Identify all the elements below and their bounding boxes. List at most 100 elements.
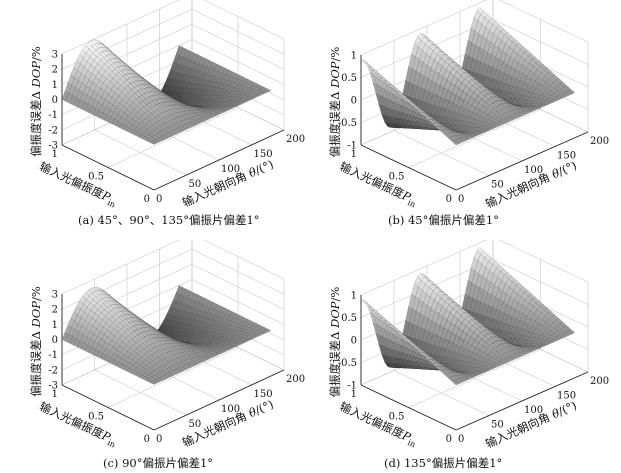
theta-axis-unit: /(°) <box>556 398 579 418</box>
p-axis-sub: in <box>106 198 117 209</box>
z-tick-label: 3 <box>52 50 58 61</box>
surface-cell <box>476 7 485 15</box>
surface-cell <box>531 296 540 304</box>
p-axis-line <box>61 144 155 191</box>
surface-cell <box>547 311 556 317</box>
z-tick-label: 0.5 <box>341 313 357 324</box>
axis-box-d <box>360 295 589 431</box>
surface-cell <box>225 69 233 77</box>
theta-tick-label: 50 <box>189 419 202 430</box>
z-tick-label: 1 <box>351 51 357 62</box>
surface-cell <box>252 322 260 328</box>
surface-cell <box>484 254 492 262</box>
z-axis-title: 偏振度误差Δ DOP/% <box>29 286 43 397</box>
theta-tick-label: 150 <box>254 149 273 160</box>
theta-tick-label: 150 <box>557 151 576 162</box>
surface-cell <box>263 88 272 93</box>
p-tick-label: 0.5 <box>389 172 405 183</box>
surface-cell <box>512 39 520 46</box>
surface-cell <box>496 264 504 272</box>
z-tick-label: -1 <box>48 110 58 121</box>
theta-tick-label: 0 <box>458 194 464 205</box>
caption-a: (a) 45°、90°、135°偏振片偏差1° <box>78 213 260 227</box>
surface-cell <box>512 279 520 286</box>
theta-axis-line <box>153 129 285 191</box>
grid-z-line <box>360 240 589 296</box>
z-tick-label: 2 <box>52 65 58 76</box>
surface-cell <box>256 84 264 89</box>
theta-tick-label: 150 <box>557 391 576 402</box>
surface-cell <box>535 60 544 67</box>
surface-cell <box>240 317 249 323</box>
surface-cell <box>543 67 552 74</box>
surface-cell <box>191 292 199 302</box>
surface-cell <box>547 71 556 77</box>
surface-mesh-b <box>360 7 576 146</box>
surface-cell <box>260 326 268 331</box>
surface-cell <box>508 35 516 43</box>
z-tick-label: 2 <box>52 305 58 316</box>
surface-cell <box>206 60 214 69</box>
z-tick-label: -1 <box>48 350 58 361</box>
surface-cell <box>248 320 256 326</box>
surface-cell <box>202 58 210 67</box>
surface-cell <box>191 52 199 63</box>
p-axis-line <box>360 144 457 191</box>
p-tick-label: 1 <box>52 149 58 160</box>
z-tick-label: 1 <box>351 291 357 302</box>
theta-axis-line <box>455 131 589 191</box>
surface-cell <box>240 77 249 83</box>
theta-tick-label: 100 <box>524 405 543 416</box>
z-axis-var: DOP <box>328 61 342 89</box>
grid-p-line <box>107 256 239 408</box>
caption-d: (d) 135°偏振片偏差1° <box>384 456 503 470</box>
surface-cell <box>183 49 191 59</box>
surface-cell <box>214 304 222 311</box>
surface-cell <box>202 298 210 307</box>
grid-p-line <box>408 259 541 408</box>
surface-cell <box>531 56 540 64</box>
surface-cell <box>567 329 576 335</box>
surface-cell <box>500 28 508 36</box>
theta-axis-unit: /(°) <box>253 397 276 417</box>
z-axis-var: DOP <box>29 61 43 89</box>
surface-cell <box>195 54 203 64</box>
caption-c: (c) 90°偏振片偏差1° <box>103 456 214 470</box>
surface-cell <box>248 80 256 86</box>
z-tick-label: -2 <box>48 365 58 376</box>
surface-cell <box>260 86 268 91</box>
theta-tick-label: 150 <box>254 389 273 400</box>
z-tick-label: 0 <box>52 95 58 106</box>
surface-cell <box>524 49 532 57</box>
p-tick-label: 0.5 <box>88 412 104 423</box>
z-tick-label: 0 <box>351 336 357 347</box>
grid-z-line <box>61 240 285 295</box>
p-axis-line <box>360 384 457 431</box>
theta-tick-label: 100 <box>524 165 543 176</box>
grid-p-line <box>408 19 541 168</box>
theta-tick-label: 200 <box>590 136 609 147</box>
z-tick-label: -3 <box>48 381 58 392</box>
grid-z-line <box>61 0 285 55</box>
p-axis-line <box>61 384 155 431</box>
p-tick-label: 0.5 <box>88 172 104 183</box>
z-tick-label: -2 <box>48 125 58 136</box>
surface-cell <box>214 64 222 72</box>
surface-cell <box>195 294 203 303</box>
theta-tick-label: 0 <box>458 434 464 445</box>
theta-tick-label: 200 <box>286 134 305 145</box>
surface-cell <box>488 17 496 25</box>
z-tick-label: -1 <box>347 381 357 392</box>
z-axis-title: 偏振度误差Δ DOP/% <box>328 47 342 158</box>
p-axis-sub: in <box>406 438 417 449</box>
z-tick-label: 1 <box>52 80 58 91</box>
p-tick-label: 1 <box>351 389 357 400</box>
surface-cell <box>500 268 508 276</box>
surface-cell <box>520 286 528 293</box>
z-tick-label: -0.5 <box>338 118 357 129</box>
